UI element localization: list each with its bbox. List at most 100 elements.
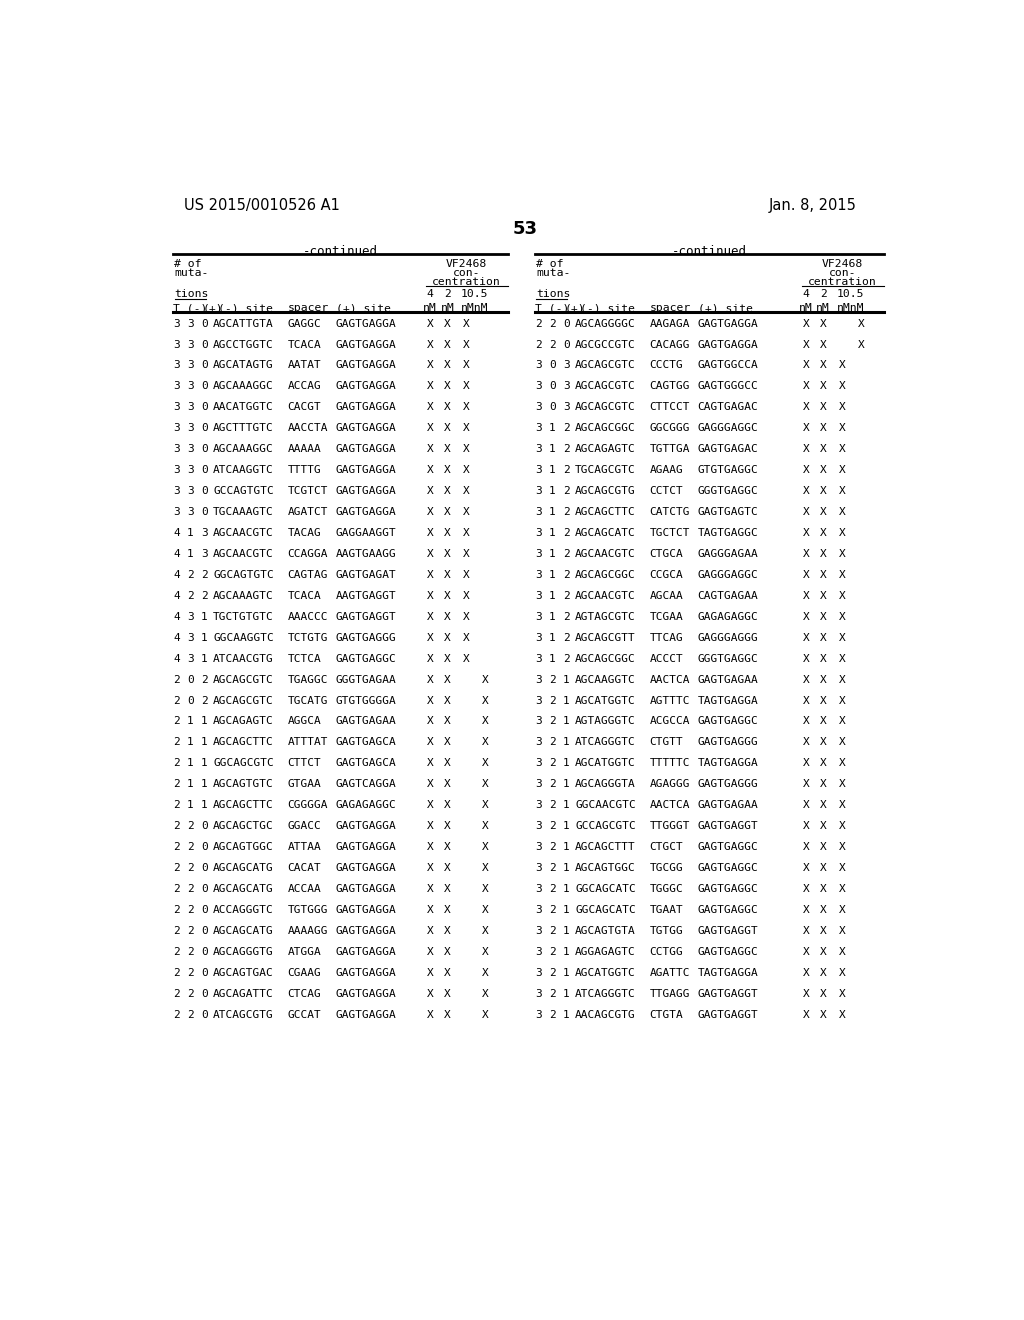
Text: AGCATGGTC: AGCATGGTC [575, 968, 636, 978]
Text: X: X [840, 570, 846, 579]
Text: 2: 2 [173, 759, 179, 768]
Text: 2: 2 [187, 884, 194, 894]
Text: X: X [820, 738, 826, 747]
Text: Jan. 8, 2015: Jan. 8, 2015 [769, 198, 856, 214]
Text: 3: 3 [535, 445, 542, 454]
Text: GAGTGAGGT: GAGTGAGGT [697, 821, 759, 832]
Text: 2: 2 [173, 821, 179, 832]
Text: GAGTGAGGA: GAGTGAGGA [336, 339, 396, 350]
Text: 2: 2 [201, 696, 208, 706]
Text: X: X [427, 759, 433, 768]
Text: ACGCCA: ACGCCA [649, 717, 690, 726]
Text: X: X [840, 946, 846, 957]
Text: AGCAGAGTC: AGCAGAGTC [213, 717, 274, 726]
Text: 1: 1 [201, 800, 208, 810]
Text: 2: 2 [549, 800, 556, 810]
Text: 3: 3 [535, 696, 542, 706]
Text: X: X [444, 779, 451, 789]
Text: VF2468: VF2468 [822, 259, 863, 268]
Text: 1: 1 [201, 632, 208, 643]
Text: (+): (+) [203, 304, 223, 313]
Text: X: X [427, 906, 433, 915]
Text: 2: 2 [187, 570, 194, 579]
Text: GAGTGAGGA: GAGTGAGGA [336, 821, 396, 832]
Text: nMnM: nMnM [461, 304, 488, 313]
Text: AGCAGCGTC: AGCAGCGTC [575, 381, 636, 392]
Text: CCCTG: CCCTG [649, 360, 683, 371]
Text: 3: 3 [535, 360, 542, 371]
Text: AGCAGCGTC: AGCAGCGTC [575, 360, 636, 371]
Text: X: X [840, 653, 846, 664]
Text: X: X [444, 611, 451, 622]
Text: AACTCA: AACTCA [649, 800, 690, 810]
Text: 0: 0 [201, 906, 208, 915]
Text: nM: nM [816, 304, 830, 313]
Text: GAGTGAGGA: GAGTGAGGA [336, 863, 396, 873]
Text: AGCAGCTTT: AGCAGCTTT [575, 842, 636, 853]
Text: X: X [820, 632, 826, 643]
Text: 1: 1 [563, 675, 569, 685]
Text: 1: 1 [563, 863, 569, 873]
Text: X: X [820, 570, 826, 579]
Text: X: X [803, 339, 810, 350]
Text: X: X [840, 381, 846, 392]
Text: 2: 2 [549, 989, 556, 999]
Text: AGTTTC: AGTTTC [649, 696, 690, 706]
Text: X: X [427, 445, 433, 454]
Text: ATTTAT: ATTTAT [288, 738, 328, 747]
Text: 2: 2 [563, 653, 569, 664]
Text: X: X [840, 549, 846, 558]
Text: 2: 2 [535, 339, 542, 350]
Text: 2: 2 [549, 863, 556, 873]
Text: CTGTT: CTGTT [649, 738, 683, 747]
Text: TAGTGAGGA: TAGTGAGGA [697, 759, 759, 768]
Text: AGCATAGTG: AGCATAGTG [213, 360, 274, 371]
Text: AGCAACGTC: AGCAACGTC [575, 549, 636, 558]
Text: 1: 1 [549, 445, 556, 454]
Text: GAGGAAGGT: GAGGAAGGT [336, 528, 396, 539]
Text: con-: con- [828, 268, 856, 277]
Text: AGCTTTGTC: AGCTTTGTC [213, 424, 274, 433]
Text: TTGGGT: TTGGGT [649, 821, 690, 832]
Text: 4: 4 [173, 591, 179, 601]
Text: ATCAAGGTC: ATCAAGGTC [213, 465, 274, 475]
Text: GGGTGAGGC: GGGTGAGGC [697, 653, 759, 664]
Text: 3: 3 [187, 360, 194, 371]
Text: X: X [820, 549, 826, 558]
Text: TGTGGG: TGTGGG [288, 906, 328, 915]
Text: X: X [820, 1010, 826, 1020]
Text: 2: 2 [187, 925, 194, 936]
Text: X: X [803, 800, 810, 810]
Text: GCCAT: GCCAT [288, 1010, 322, 1020]
Text: X: X [444, 445, 451, 454]
Text: GAGTGAGGT: GAGTGAGGT [697, 989, 759, 999]
Text: 4: 4 [173, 611, 179, 622]
Text: ATGGA: ATGGA [288, 946, 322, 957]
Text: X: X [444, 360, 451, 371]
Text: X: X [840, 424, 846, 433]
Text: 3: 3 [535, 989, 542, 999]
Text: X: X [444, 403, 451, 412]
Text: X: X [820, 946, 826, 957]
Text: GAGTGAGCA: GAGTGAGCA [336, 738, 396, 747]
Text: 2: 2 [187, 591, 194, 601]
Text: AAACCC: AAACCC [288, 611, 328, 622]
Text: AGCAGCGGC: AGCAGCGGC [575, 653, 636, 664]
Text: X: X [803, 906, 810, 915]
Text: GAGTGAGGA: GAGTGAGGA [697, 339, 759, 350]
Text: AGCAAGGTC: AGCAAGGTC [575, 675, 636, 685]
Text: X: X [444, 632, 451, 643]
Text: X: X [840, 360, 846, 371]
Text: 2: 2 [173, 696, 179, 706]
Text: AGATCT: AGATCT [288, 507, 328, 517]
Text: X: X [444, 863, 451, 873]
Text: X: X [803, 445, 810, 454]
Text: 2: 2 [443, 289, 451, 300]
Text: 3: 3 [187, 424, 194, 433]
Text: ACCAGGGTC: ACCAGGGTC [213, 906, 274, 915]
Text: X: X [444, 486, 451, 496]
Text: X: X [444, 591, 451, 601]
Text: 4: 4 [173, 653, 179, 664]
Text: GAGTGAGGC: GAGTGAGGC [697, 946, 759, 957]
Text: 0: 0 [187, 696, 194, 706]
